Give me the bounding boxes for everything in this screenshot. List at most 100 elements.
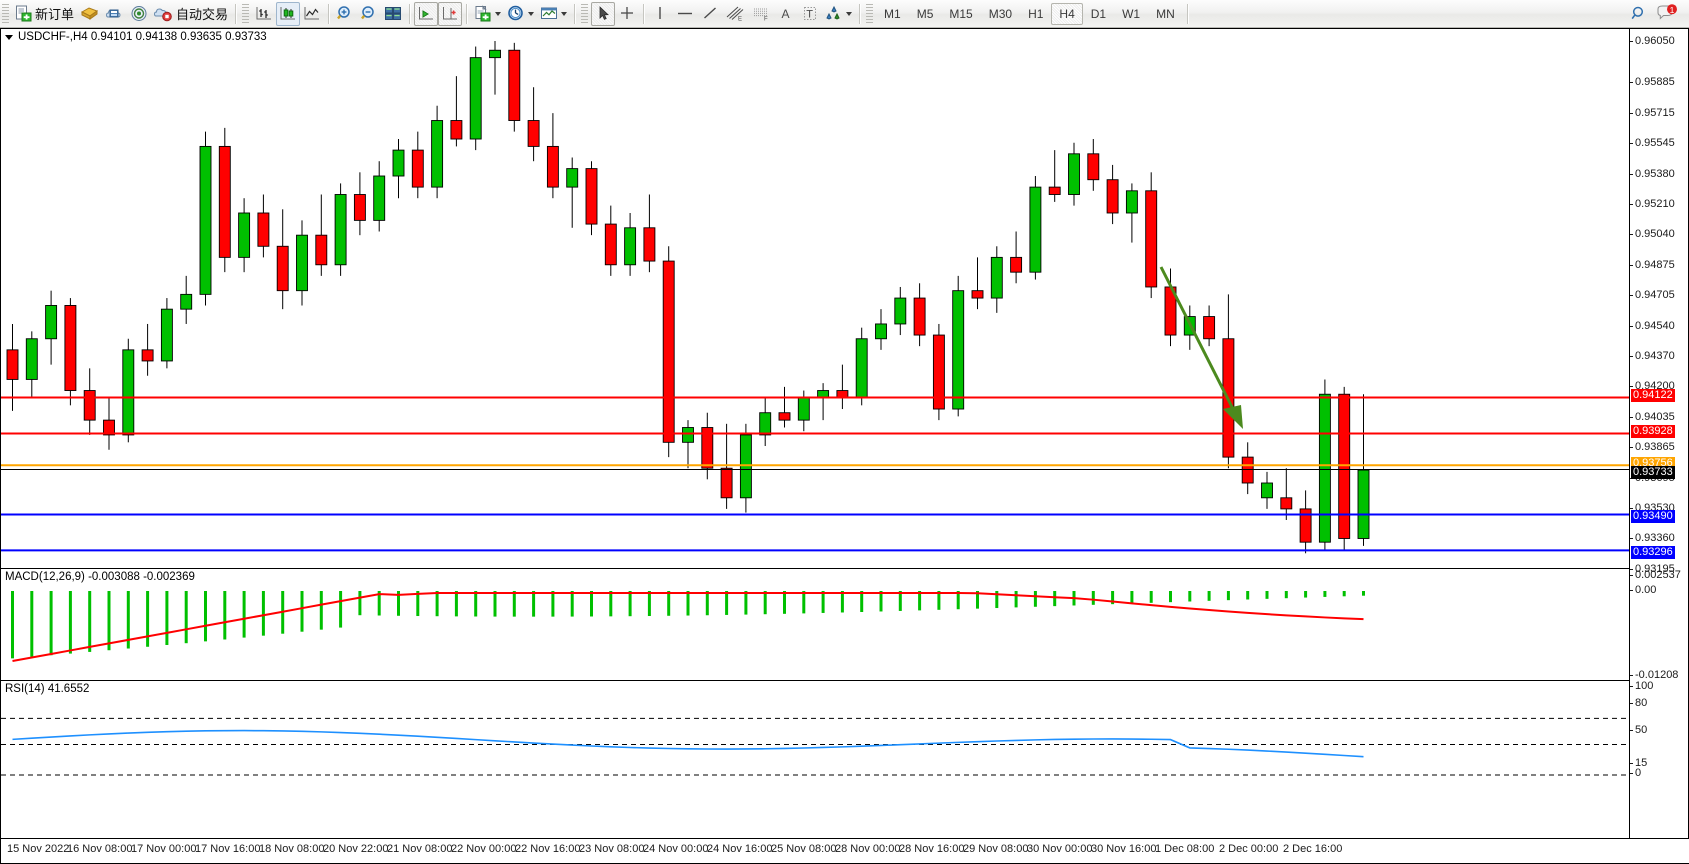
candle-body <box>160 308 173 362</box>
rsi-pane[interactable]: RSI(14) 41.6552 <box>1 680 1688 839</box>
candle-body <box>1125 190 1138 214</box>
period-button[interactable] <box>504 2 537 26</box>
toolbar-separator <box>235 3 237 24</box>
time-tick: 15 Nov 2022 <box>7 843 70 855</box>
trendline-icon <box>701 5 719 22</box>
bar-chart-button[interactable] <box>252 2 276 26</box>
toolbar-grip-standard[interactable] <box>2 3 9 24</box>
fibonacci-button[interactable]: F <box>748 2 774 26</box>
candlestick-svg <box>1 41 1631 554</box>
candle-body <box>894 297 907 325</box>
terminal-gold-icon <box>80 5 99 22</box>
candle-body <box>431 120 444 188</box>
candle-body <box>1280 497 1293 510</box>
new-order-button[interactable]: 新订单 <box>12 2 77 26</box>
shapes-button[interactable] <box>822 2 855 26</box>
chart-menu-triangle-icon[interactable] <box>5 34 13 40</box>
price-level-tag[interactable]: 0.93490 <box>1631 510 1675 523</box>
autotrading-icon <box>154 5 173 22</box>
timeframe-m1[interactable]: M1 <box>884 6 901 21</box>
time-axis[interactable]: 15 Nov 2022 16 Nov 08:00 17 Nov 00:00 17 No… <box>1 838 1689 863</box>
text-box-icon: T <box>802 5 818 22</box>
autotrading-button[interactable]: 自动交易 <box>151 2 231 26</box>
chevron-down-icon[interactable] <box>495 11 502 16</box>
candle-body <box>392 149 405 177</box>
text-box-button[interactable]: T <box>798 2 822 26</box>
notifications-button[interactable]: 1 <box>1653 2 1681 26</box>
chart-header: USDCHF-,H4 0.94101 0.94138 0.93635 0.937… <box>1 29 267 45</box>
line-chart-button[interactable] <box>300 2 324 26</box>
timeframe-m5[interactable]: M5 <box>916 6 934 21</box>
templates-button[interactable] <box>537 2 570 26</box>
chevron-down-icon[interactable] <box>846 11 853 16</box>
candle-body <box>25 338 38 380</box>
timeframe-m30[interactable]: M30 <box>988 6 1013 21</box>
toolbar-separator-7 <box>859 3 861 24</box>
candle-body <box>1203 316 1216 340</box>
toolbar-grip-charts[interactable] <box>242 3 250 24</box>
price-tick: 0.95210 <box>1630 199 1675 210</box>
candle-body <box>624 227 637 266</box>
auto-scroll-button[interactable] <box>414 1 439 26</box>
zoom-in-icon <box>336 5 354 22</box>
candle-body <box>855 338 868 399</box>
zoom-in-button[interactable] <box>333 2 357 26</box>
price-tick: 0.95545 <box>1630 138 1675 149</box>
price-tick: 0.94875 <box>1630 260 1675 271</box>
candle-body <box>6 349 19 380</box>
price-level-tag[interactable]: 0.94122 <box>1631 389 1675 402</box>
data-window-button[interactable] <box>102 2 127 26</box>
timeframe-mn[interactable]: MN <box>1156 6 1175 21</box>
new-order-label: 新订单 <box>35 7 75 22</box>
price-level-tag[interactable]: 0.93928 <box>1631 425 1675 438</box>
search-button[interactable] <box>1627 2 1651 26</box>
candle-body <box>199 145 212 295</box>
candle-body <box>1145 190 1158 288</box>
terminal-button[interactable] <box>77 2 102 26</box>
price-level-tag[interactable]: 0.93296 <box>1631 546 1675 559</box>
timeframe-w1[interactable]: W1 <box>1122 6 1141 21</box>
auto-scroll-icon <box>417 5 435 22</box>
timeframe-h1[interactable]: H1 <box>1028 6 1044 21</box>
time-tick: 22 Nov 16:00 <box>515 843 581 855</box>
trendline-button[interactable] <box>698 2 722 26</box>
toolbar-grip-timeframes[interactable] <box>866 3 874 24</box>
equidistant-channel-button[interactable]: E <box>722 2 748 26</box>
candle-body <box>643 227 656 262</box>
horizontal-line-button[interactable] <box>672 2 698 26</box>
svg-text:1: 1 <box>1670 5 1675 15</box>
text-label-button[interactable]: A <box>774 2 798 26</box>
time-tick: 30 Nov 16:00 <box>1091 843 1157 855</box>
rsi-line <box>12 729 1364 758</box>
rsi-tick: 0 <box>1630 768 1641 779</box>
chart-shift-button[interactable] <box>438 1 463 26</box>
time-tick: 29 Nov 08:00 <box>963 843 1029 855</box>
timeframe-d1[interactable]: D1 <box>1090 6 1107 21</box>
trend-arrow-annotation[interactable] <box>1159 266 1243 429</box>
price-pane[interactable] <box>1 29 1688 566</box>
candle-body <box>122 349 135 436</box>
price-level-tag[interactable]: 0.93733 <box>1631 466 1675 479</box>
candle-body <box>276 245 289 292</box>
candle-body <box>450 120 463 140</box>
timeframe-m15[interactable]: M15 <box>949 6 973 21</box>
candle-body <box>1068 153 1080 195</box>
zoom-out-button[interactable] <box>357 2 381 26</box>
price-axis[interactable]: 0.96050 0.95885 0.95715 0.95545 0.95380 0.952… <box>1629 29 1688 838</box>
grid-button[interactable] <box>381 2 405 26</box>
chart-window[interactable]: USDCHF-,H4 0.94101 0.94138 0.93635 0.937… <box>0 28 1689 864</box>
chevron-down-icon[interactable] <box>561 11 568 16</box>
price-tick: 0.93195 <box>1630 564 1675 575</box>
toolbar-grip-lines[interactable] <box>581 3 589 24</box>
add-indicator-button[interactable] <box>471 2 504 26</box>
timeframe-h4[interactable]: H4 <box>1051 2 1083 25</box>
price-tick: 0.95040 <box>1630 229 1675 240</box>
navigator-button[interactable] <box>127 2 151 26</box>
candlestick-chart-button[interactable] <box>276 1 301 26</box>
vertical-line-button[interactable] <box>648 2 672 26</box>
chevron-down-icon[interactable] <box>528 11 535 16</box>
macd-pane[interactable]: MACD(12,26,9) -0.003088 -0.002369 <box>1 568 1688 679</box>
cursor-button[interactable] <box>591 1 616 26</box>
crosshair-button[interactable] <box>615 2 639 26</box>
cursor-icon <box>596 5 611 22</box>
